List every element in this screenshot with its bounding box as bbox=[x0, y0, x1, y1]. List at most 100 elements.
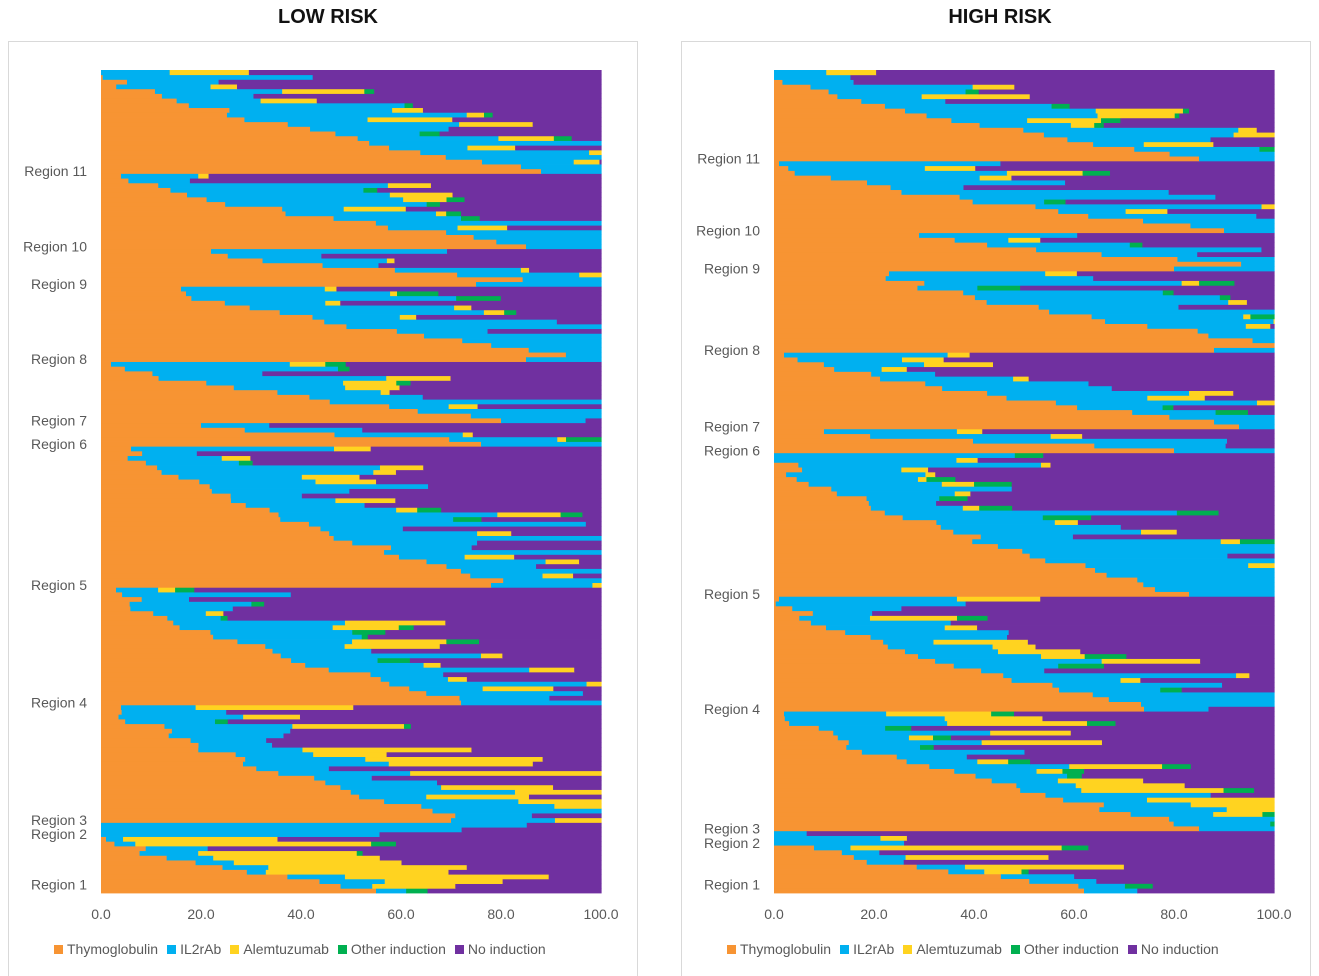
bar-segment bbox=[313, 751, 388, 758]
bar-segment bbox=[774, 534, 982, 540]
bar-segment bbox=[448, 403, 479, 409]
bar-segment bbox=[774, 778, 993, 784]
bar-segment bbox=[904, 648, 999, 655]
bar-segment bbox=[398, 624, 415, 631]
bar-segment bbox=[314, 775, 373, 781]
bar-segment bbox=[272, 742, 602, 748]
bar-segment bbox=[935, 371, 1275, 377]
bar-segment bbox=[1218, 510, 1275, 516]
bar-segment bbox=[545, 559, 580, 565]
bar-segment bbox=[198, 850, 358, 856]
bar-segment bbox=[243, 714, 301, 720]
bar-segment bbox=[422, 107, 602, 113]
bar-segment bbox=[399, 385, 602, 391]
bar-segment bbox=[774, 601, 777, 607]
bar-segment bbox=[251, 601, 265, 607]
bar-segment bbox=[101, 582, 492, 588]
bar-segment bbox=[301, 493, 602, 499]
legend-swatch bbox=[1010, 944, 1020, 954]
bar-segment bbox=[1000, 160, 1275, 167]
bar-segment bbox=[299, 714, 602, 720]
bar-segment bbox=[101, 704, 122, 710]
legend-item: Other induction bbox=[1010, 941, 1119, 957]
bar-segment bbox=[456, 295, 502, 301]
bar-segment bbox=[868, 500, 937, 506]
legend-label: IL2rAb bbox=[853, 941, 895, 957]
bar-segment bbox=[352, 629, 386, 635]
bar-segment bbox=[1143, 218, 1275, 224]
bar-segment bbox=[245, 756, 366, 762]
bar-segment bbox=[101, 244, 527, 250]
bar-segment bbox=[426, 559, 547, 565]
bar-segment bbox=[774, 357, 799, 363]
bar-segment bbox=[1189, 108, 1275, 114]
bar-segment bbox=[334, 446, 372, 452]
bar-segment bbox=[997, 543, 1275, 549]
bar-segment bbox=[1020, 285, 1275, 291]
bar-segment bbox=[479, 215, 602, 221]
bar-segment bbox=[370, 671, 444, 678]
bar-segment bbox=[774, 218, 1144, 224]
bar-segment bbox=[1106, 572, 1275, 578]
bar-segment bbox=[426, 690, 584, 696]
bar-segment bbox=[792, 605, 902, 612]
bar-segment bbox=[965, 601, 1275, 607]
bar-segment bbox=[911, 725, 1275, 731]
bar-segment bbox=[101, 262, 324, 268]
bar-segment bbox=[1006, 170, 1084, 176]
bar-segment bbox=[774, 127, 1024, 133]
bar-segment bbox=[982, 428, 1275, 435]
bar-segment bbox=[371, 648, 602, 654]
bar-segment bbox=[101, 211, 287, 217]
bar-segment bbox=[435, 211, 447, 217]
bar-segment bbox=[514, 789, 602, 795]
bar-segment bbox=[834, 366, 883, 372]
bar-segment bbox=[101, 112, 228, 118]
bar-segment bbox=[520, 267, 530, 273]
bar-segment bbox=[410, 723, 602, 729]
bar-segment bbox=[210, 84, 238, 90]
bar-segment bbox=[774, 117, 952, 124]
bar-segment bbox=[1036, 768, 1064, 774]
bar-segment bbox=[774, 481, 810, 487]
bar-segment bbox=[440, 662, 602, 668]
bar-segment bbox=[1008, 629, 1275, 636]
bar-segment bbox=[340, 300, 602, 306]
bar-segment bbox=[933, 735, 952, 741]
bar-segment bbox=[794, 170, 1008, 176]
bar-segment bbox=[774, 792, 1047, 798]
bar-segment bbox=[774, 572, 1108, 578]
bar-segment bbox=[1199, 826, 1275, 832]
bar-segment bbox=[1063, 797, 1148, 803]
bar-segment bbox=[439, 201, 602, 207]
bar-segment bbox=[998, 648, 1081, 655]
bar-segment bbox=[363, 187, 378, 193]
bar-segment bbox=[1040, 596, 1275, 602]
bar-segment bbox=[848, 739, 983, 746]
bar-segment bbox=[365, 756, 544, 762]
bar-segment bbox=[1174, 266, 1275, 272]
bar-segment bbox=[1270, 821, 1275, 827]
bar-segment bbox=[387, 182, 432, 188]
bar-segment bbox=[774, 548, 1023, 554]
bar-segment bbox=[905, 854, 1050, 860]
bar-segment bbox=[386, 258, 396, 264]
bar-segment bbox=[774, 864, 918, 870]
bar-segment bbox=[1184, 782, 1275, 789]
bar-segment bbox=[528, 794, 602, 800]
bar-segment bbox=[403, 723, 412, 729]
low-risk-title: LOW RISK bbox=[278, 6, 378, 28]
bar-segment bbox=[918, 653, 1042, 659]
bar-segment bbox=[774, 299, 988, 305]
bar-segment bbox=[101, 131, 337, 137]
bar-segment bbox=[367, 117, 453, 123]
bar-segment bbox=[870, 433, 1052, 439]
bar-segment bbox=[362, 850, 602, 856]
bar-segment bbox=[542, 756, 602, 762]
bar-segment bbox=[101, 314, 314, 320]
bar-segment bbox=[101, 521, 310, 527]
bar-segment bbox=[553, 135, 573, 141]
bar-segment bbox=[1200, 658, 1275, 664]
bar-segment bbox=[890, 184, 965, 191]
